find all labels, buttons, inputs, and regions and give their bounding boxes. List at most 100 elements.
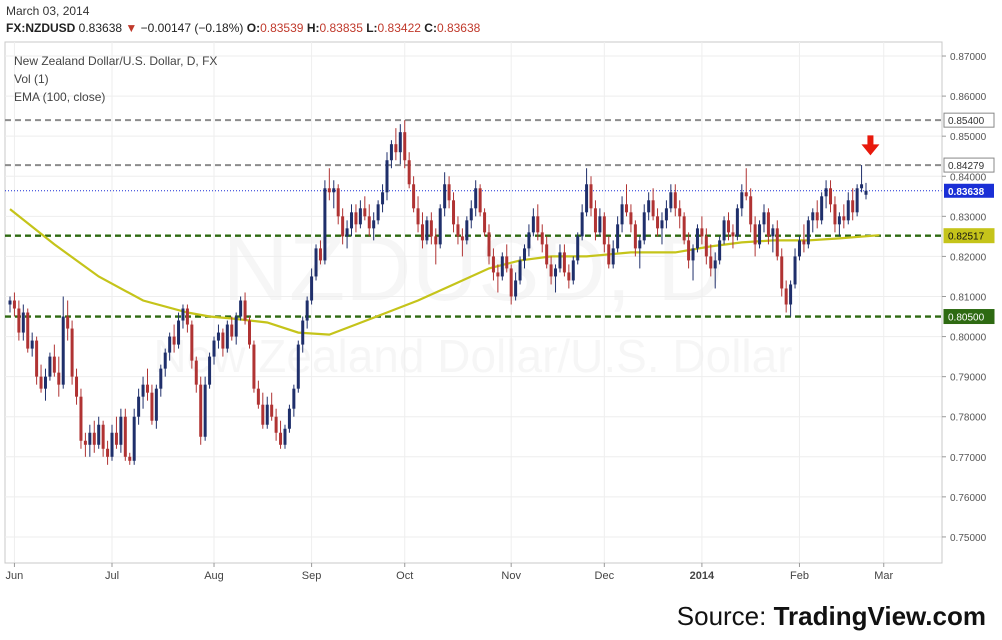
candle-body bbox=[425, 220, 429, 241]
candle-body bbox=[372, 220, 376, 229]
legend-volume[interactable]: Vol (1) bbox=[14, 72, 49, 86]
candle-body bbox=[505, 256, 509, 269]
candle-body bbox=[92, 432, 96, 445]
y-tick-label: 0.85000 bbox=[950, 132, 987, 143]
candle-body bbox=[474, 188, 478, 209]
candle-body bbox=[629, 212, 633, 225]
candle-body bbox=[740, 192, 744, 209]
candle-body bbox=[815, 212, 819, 221]
candle-body bbox=[234, 316, 238, 337]
candle-body bbox=[132, 416, 136, 461]
candle-body bbox=[208, 356, 212, 385]
candle-body bbox=[793, 256, 797, 285]
candle-body bbox=[842, 216, 846, 221]
candle-body bbox=[119, 416, 123, 445]
close-label: C: bbox=[424, 21, 437, 35]
candle-body bbox=[310, 276, 314, 301]
candle-body bbox=[744, 192, 748, 197]
candle-body bbox=[345, 228, 349, 237]
candle-body bbox=[416, 208, 420, 225]
candle-body bbox=[802, 240, 806, 245]
open-value: 0.83539 bbox=[260, 21, 304, 35]
candle-body bbox=[172, 336, 176, 345]
candle-body bbox=[660, 220, 664, 229]
candle-body bbox=[465, 220, 469, 241]
legend-ema[interactable]: EMA (100, close) bbox=[14, 90, 106, 104]
candle-body bbox=[154, 388, 158, 421]
candle-body bbox=[385, 160, 389, 193]
candle-body bbox=[363, 208, 367, 217]
candle-body bbox=[624, 204, 628, 213]
candle-body bbox=[128, 456, 132, 461]
level-price-box bbox=[943, 309, 995, 325]
candle-body bbox=[509, 268, 513, 297]
low-value: 0.83422 bbox=[377, 21, 421, 35]
candle-body bbox=[301, 320, 305, 345]
x-tick-label: 2014 bbox=[690, 570, 715, 582]
candle-body bbox=[358, 208, 362, 225]
candle-body bbox=[270, 404, 274, 417]
candle-body bbox=[642, 212, 646, 241]
candle-body bbox=[443, 184, 447, 209]
candle-body bbox=[758, 224, 762, 245]
candle-body bbox=[181, 308, 185, 321]
candle-body bbox=[567, 272, 571, 281]
legend: New Zealand Dollar/U.S. Dollar, D, FX Vo… bbox=[14, 52, 217, 106]
candle-body bbox=[21, 312, 25, 333]
time-axis: Jun Jul Aug Sep Oct Nov Dec 2014 Feb Mar bbox=[6, 563, 894, 582]
candle-body bbox=[75, 376, 79, 397]
candle-body bbox=[775, 228, 779, 257]
candle-body bbox=[593, 208, 597, 233]
candle-body bbox=[292, 388, 296, 409]
level-price-box bbox=[943, 112, 995, 128]
candle-body bbox=[398, 132, 402, 153]
candle-body bbox=[350, 212, 354, 229]
candle-body bbox=[669, 192, 673, 209]
annotations bbox=[861, 135, 880, 156]
candle-body bbox=[522, 248, 526, 261]
candle-body bbox=[314, 248, 318, 277]
candle-body bbox=[673, 192, 677, 209]
symbol[interactable]: FX:NZDUSD bbox=[6, 21, 76, 35]
candle-body bbox=[265, 404, 269, 425]
candle-body bbox=[709, 256, 713, 269]
change-arrow: ▼ bbox=[125, 21, 138, 35]
x-tick-label: Jun bbox=[6, 570, 24, 582]
candle-body bbox=[607, 244, 611, 265]
last-price-box bbox=[944, 183, 994, 198]
candle-body bbox=[420, 224, 424, 241]
candle-body bbox=[727, 220, 731, 233]
chart-header: March 03, 2014 FX:NZDUSD 0.83638 ▼ −0.00… bbox=[6, 4, 480, 35]
candle-body bbox=[500, 256, 504, 277]
candle-body bbox=[833, 204, 837, 225]
y-tick-label: 0.84000 bbox=[950, 172, 987, 183]
candle-body bbox=[713, 260, 717, 269]
legend-series-title[interactable]: New Zealand Dollar/U.S. Dollar, D, FX bbox=[14, 54, 218, 68]
candle-body bbox=[855, 188, 859, 213]
candle-body bbox=[682, 216, 686, 241]
candle-body bbox=[554, 268, 558, 277]
candle-body bbox=[749, 196, 753, 225]
close-value: 0.83638 bbox=[436, 21, 481, 35]
y-tick-label: 0.86000 bbox=[950, 92, 987, 103]
candle-body bbox=[150, 392, 154, 421]
candle-body bbox=[389, 144, 393, 161]
watermark-symbol: NZDUSD, D bbox=[223, 218, 724, 320]
candle-body bbox=[762, 212, 766, 225]
candle-body bbox=[651, 200, 655, 217]
candle-body bbox=[318, 248, 322, 261]
x-tick-label: Dec bbox=[595, 570, 615, 582]
candle-body bbox=[261, 404, 265, 425]
candle-body bbox=[8, 300, 12, 305]
candle-body bbox=[571, 260, 575, 281]
candle-body bbox=[243, 300, 247, 321]
candle-body bbox=[846, 200, 850, 221]
y-tick-label: 0.78000 bbox=[950, 413, 987, 424]
level-price-label: 0.85400 bbox=[948, 116, 985, 127]
level-price-label: 0.82517 bbox=[948, 232, 985, 243]
source-brand: TradingView.com bbox=[773, 601, 986, 631]
candle-body bbox=[83, 440, 87, 445]
candle-body bbox=[784, 288, 788, 305]
candle-body bbox=[403, 132, 407, 161]
candle-body bbox=[562, 252, 566, 273]
